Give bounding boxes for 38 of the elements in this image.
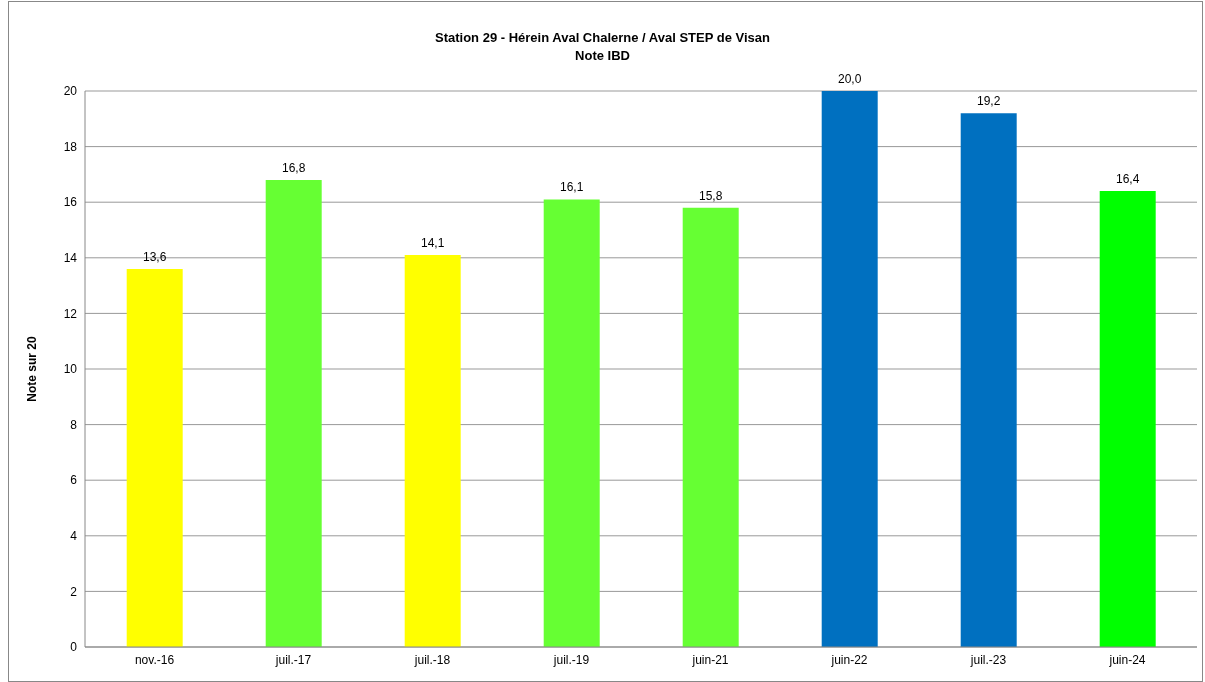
y-tick-label: 0	[70, 640, 78, 655]
data-label: 15,8	[699, 188, 723, 203]
x-tick-label: juil.-18	[413, 652, 451, 667]
y-tick-label: 16	[63, 195, 78, 210]
y-tick-label: 8	[70, 417, 78, 432]
x-tick-label: juin-21	[691, 652, 729, 667]
bar	[960, 113, 1017, 647]
bar	[543, 199, 600, 647]
data-label: 20,0	[838, 72, 862, 86]
bar	[682, 207, 739, 647]
bar	[265, 179, 322, 647]
data-label: 13,6	[143, 249, 167, 264]
data-label: 19,2	[977, 94, 1001, 109]
x-tick-label: juin-22	[830, 652, 868, 667]
y-tick-label: 18	[63, 139, 78, 154]
y-tick-label: 20	[63, 84, 78, 99]
y-tick-label: 10	[63, 362, 78, 377]
chart-subtitle: Note IBD	[574, 47, 631, 65]
data-label: 16,4	[1116, 172, 1140, 187]
y-tick-label: 6	[70, 473, 78, 488]
data-label: 14,1	[421, 236, 445, 251]
x-tick-label: nov.-16	[134, 652, 175, 667]
bar	[1099, 191, 1156, 647]
data-label: 16,8	[282, 160, 306, 175]
data-label: 16,1	[560, 180, 584, 195]
x-tick-label: juil.-23	[969, 652, 1007, 667]
bar	[126, 268, 183, 647]
y-tick-label: 2	[70, 584, 78, 599]
x-tick-label: juil.-17	[274, 652, 312, 667]
y-axis-title: Note sur 20	[25, 336, 40, 402]
chart-title: Station 29 - Hérein Aval Chalerne / Aval STEP de Visan	[434, 29, 771, 47]
x-tick-label: juil.-19	[552, 652, 590, 667]
y-tick-label: 4	[70, 529, 78, 544]
bar	[821, 91, 878, 647]
bar	[404, 255, 461, 647]
y-tick-label: 12	[63, 306, 78, 321]
x-tick-label: juin-24	[1108, 652, 1146, 667]
y-tick-label: 14	[63, 251, 78, 266]
